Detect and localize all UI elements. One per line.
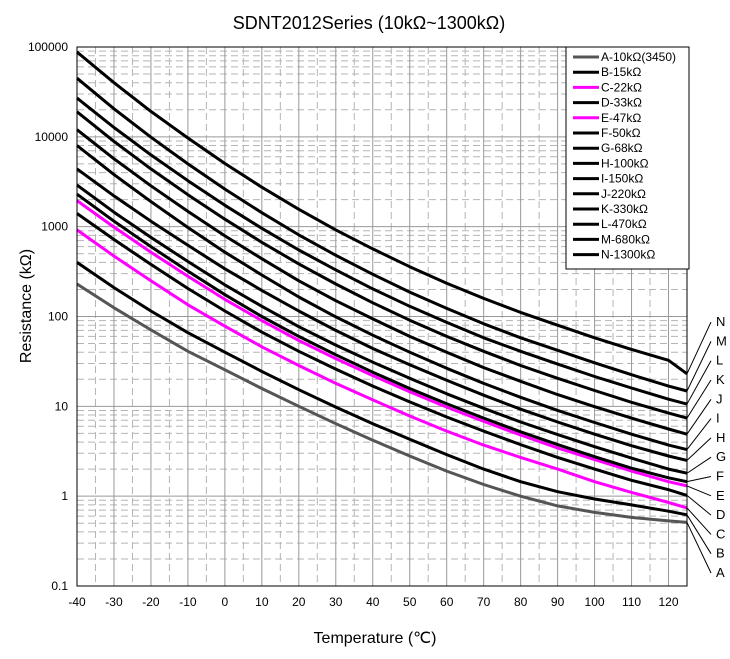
end-label-g: G: [716, 449, 726, 464]
end-label-h: H: [716, 430, 725, 445]
legend-label-a: A-10kΩ(3450): [601, 50, 676, 64]
series-line-l: [76, 96, 688, 406]
series-line-g: [76, 183, 688, 475]
x-tick-label: -10: [179, 595, 197, 609]
series-line-i: [76, 144, 688, 452]
y-tick-label: 0.1: [51, 579, 68, 593]
x-tick-label: 20: [292, 595, 306, 609]
x-tick-label: -20: [142, 595, 160, 609]
legend-label-c: C-22kΩ: [601, 80, 642, 94]
x-tick-label: 70: [477, 595, 491, 609]
series-layer: [76, 50, 688, 524]
y-axis-label: Resistance (kΩ): [18, 249, 35, 363]
end-label-j: J: [716, 391, 723, 406]
x-tick-label: 0: [222, 595, 229, 609]
legend-label-i: I-150kΩ: [601, 172, 643, 186]
leader-line-l: [686, 360, 712, 405]
end-label-l: L: [716, 353, 723, 368]
leader-line-c: [686, 507, 712, 535]
legend-label-m: M-680kΩ: [601, 232, 650, 246]
leader-line-g: [686, 456, 712, 474]
leader-line-i: [686, 418, 712, 450]
series-line-d: [76, 212, 688, 497]
end-label-f: F: [716, 469, 724, 484]
series-line-h: [76, 167, 688, 462]
series-line-c: [76, 228, 688, 510]
x-tick-label: 110: [622, 595, 641, 609]
y-tick-label: 1: [61, 489, 68, 503]
end-label-i: I: [716, 411, 720, 426]
chart-title: SDNT2012Series (10kΩ~1300kΩ): [233, 13, 506, 33]
leader-line-j: [686, 399, 712, 435]
end-label-b: B: [716, 546, 725, 561]
leader-line-h: [686, 437, 712, 461]
end-label-k: K: [716, 372, 725, 387]
x-tick-label: 50: [403, 595, 417, 609]
legend-label-k: K-330kΩ: [601, 202, 648, 216]
series-line-b: [76, 261, 688, 517]
legend-label-n: N-1300kΩ: [601, 248, 655, 262]
leader-line-n: [686, 321, 712, 375]
legend-label-l: L-470kΩ: [601, 217, 647, 231]
leader-line-m: [686, 341, 712, 392]
y-tick-label: 100000: [28, 40, 68, 54]
legend-label-d: D-33kΩ: [601, 96, 642, 110]
x-axis-label: Temperature (℃): [314, 630, 437, 647]
series-line-f: [76, 192, 688, 484]
end-label-a: A: [716, 565, 725, 580]
series-line-a: [76, 282, 688, 524]
x-tick-label: -30: [105, 595, 123, 609]
legend-box: [565, 46, 690, 270]
end-label-n: N: [716, 314, 725, 329]
leader-line-f: [686, 476, 712, 483]
legend-label-h: H-100kΩ: [601, 156, 649, 170]
x-tick-label: 30: [329, 595, 343, 609]
x-tick-label: 60: [440, 595, 454, 609]
y-tick-label: 1000: [41, 220, 68, 234]
x-tick-label: 90: [551, 595, 565, 609]
legend-label-b: B-15kΩ: [601, 65, 641, 79]
x-tick-label: -40: [68, 595, 86, 609]
y-tick-label: 10000: [35, 130, 69, 144]
leader-line-e: [686, 485, 712, 497]
end-label-c: C: [716, 526, 725, 541]
leader-line-b: [686, 514, 712, 554]
leader-line-a: [686, 522, 712, 574]
legend-label-e: E-47kΩ: [601, 111, 641, 125]
y-tick-label: 100: [48, 310, 68, 324]
x-tick-label: 100: [585, 595, 605, 609]
x-tick-label: 40: [366, 595, 380, 609]
y-tick-label: 10: [55, 399, 69, 413]
x-tick-label: 120: [658, 595, 678, 609]
end-label-m: M: [716, 333, 727, 348]
end-label-e: E: [716, 488, 725, 503]
legend-label-f: F-50kΩ: [601, 126, 641, 140]
series-line-e: [76, 199, 688, 488]
leader-line-k: [686, 379, 712, 419]
legend-label-j: J-220kΩ: [601, 187, 646, 201]
leader-line-d: [686, 495, 712, 516]
x-tick-label: 80: [514, 595, 528, 609]
plot-frame: [76, 46, 688, 587]
x-tick-label: 10: [255, 595, 269, 609]
axes: -40 -30 -20 -10 0 10 20 30 40 50 60 70 80 90 100 110 120…: [28, 40, 688, 609]
series-line-m: [76, 77, 688, 393]
series-line-k: [76, 110, 688, 420]
series-line-j: [76, 128, 688, 436]
series-line-n: [76, 50, 688, 376]
end-label-d: D: [716, 507, 725, 522]
legend-label-g: G-68kΩ: [601, 141, 643, 155]
